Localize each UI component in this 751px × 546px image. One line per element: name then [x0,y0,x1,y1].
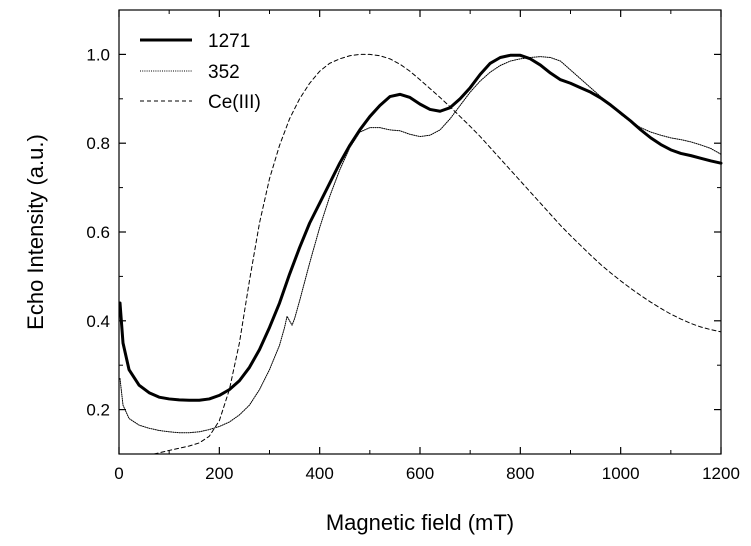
legend-label-1: 352 [208,62,240,83]
x-axis-ticks: 0 200 400 600 800 1000 1200 [114,10,740,483]
series-line-2 [153,53,722,455]
y-tick-label: 0.4 [86,312,110,331]
legend-label-2: Ce(III) [208,92,261,113]
x-tick-label: 600 [406,464,434,483]
y-axis-label: Echo Intensity (a.u.) [23,134,48,330]
series-line-1 [119,56,722,434]
x-tick-label: 1200 [702,464,740,483]
x-tick-label: 1000 [602,464,640,483]
series-layer [118,53,723,455]
legend: 1271 352 Ce(III) [140,31,261,113]
x-tick-label: 200 [205,464,233,483]
x-tick-label: 400 [305,464,333,483]
y-tick-label: 1.0 [86,45,110,64]
y-tick-label: 0.2 [86,401,110,420]
y-tick-label: 0.6 [86,223,110,242]
legend-label-0: 1271 [208,31,250,52]
series-line-0 [118,53,723,402]
y-tick-label: 0.8 [86,134,110,153]
x-axis-label: Magnetic field (mT) [326,510,514,535]
x-tick-label: 800 [506,464,534,483]
x-tick-label: 0 [114,464,123,483]
y-axis-ticks: 0.2 0.4 0.6 0.8 1.0 [86,9,721,420]
